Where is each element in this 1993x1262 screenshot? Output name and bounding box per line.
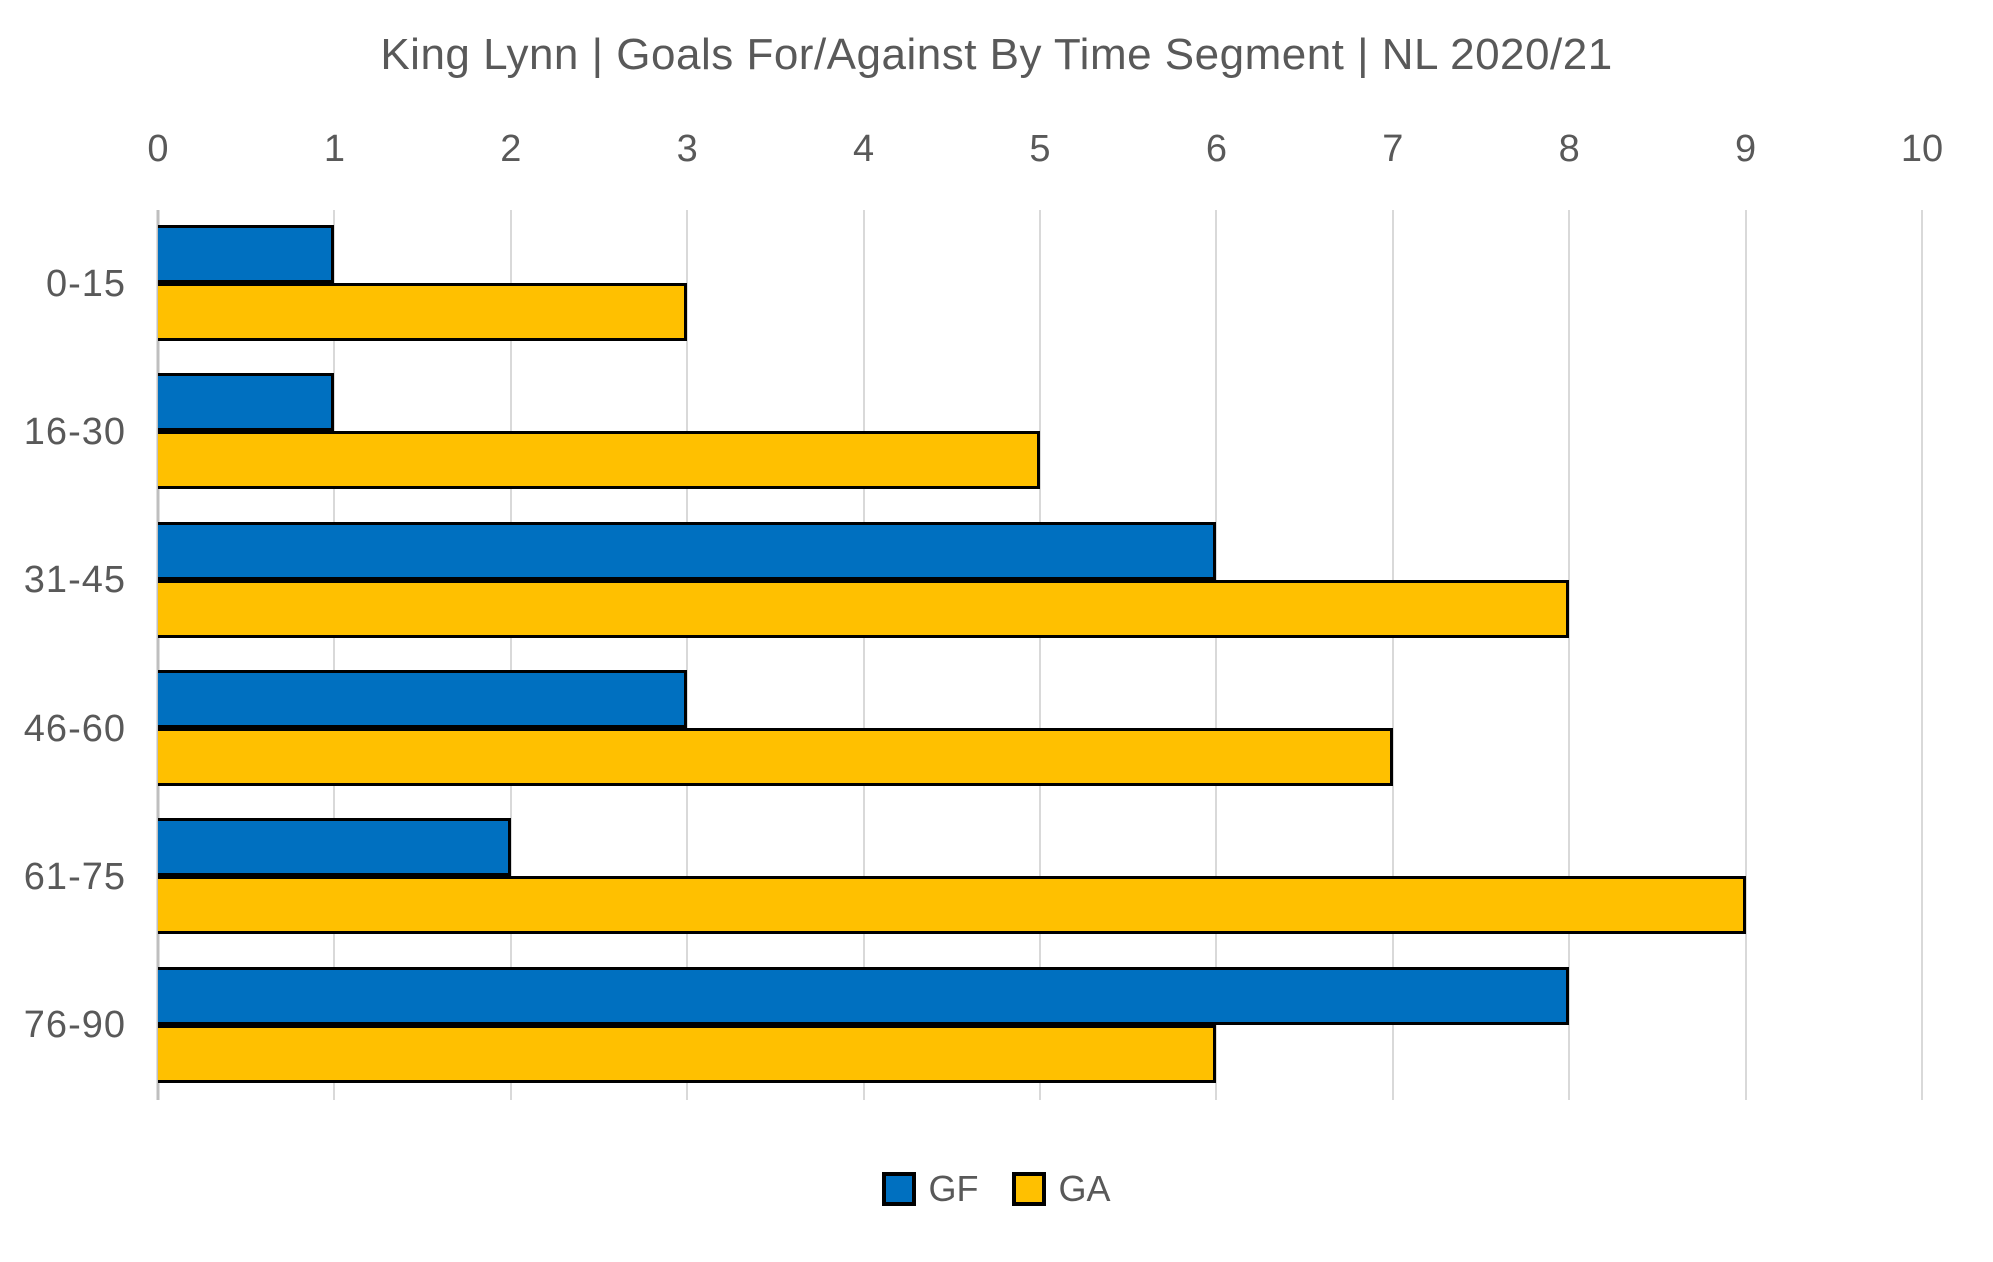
plot-area: [156, 210, 1923, 1100]
legend-item-ga: GA: [1012, 1168, 1111, 1210]
bar-group-31-45: [158, 507, 1922, 655]
gridline-10: [1921, 210, 1923, 1100]
x-tick-label-10: 10: [1900, 128, 1944, 170]
bar-ga-46-60: [158, 728, 1393, 786]
x-tick-label-4: 4: [853, 128, 875, 170]
legend-item-gf: GF: [882, 1168, 978, 1210]
y-axis-line: [156, 210, 160, 1100]
bar-group-0-15: [158, 210, 1922, 358]
bar-gf-76-90: [158, 966, 1570, 1025]
gridline-7: [1391, 210, 1394, 1100]
chart-title: King Lynn | Goals For/Against By Time Se…: [380, 30, 1613, 79]
x-tick-label-1: 1: [323, 128, 345, 170]
x-tick-label-6: 6: [1205, 128, 1227, 170]
bar-ga-31-45: [158, 579, 1570, 638]
x-tick-label-2: 2: [500, 128, 522, 170]
bar-group-76-90: [158, 952, 1922, 1100]
bar-ga-0-15: [158, 283, 688, 341]
bar-gf-46-60: [158, 670, 688, 728]
bar-ga-16-30: [158, 431, 1040, 490]
bar-group-46-60: [158, 655, 1922, 803]
x-tick-label-9: 9: [1735, 128, 1757, 170]
x-tick-label-3: 3: [676, 128, 698, 170]
x-axis-ticks: 0 1 2 3 4 5 6 7 8 9 10: [147, 128, 1943, 176]
legend-label-ga: GA: [1058, 1168, 1111, 1209]
bar-gf-16-30: [158, 373, 335, 432]
legend: GF GA: [0, 1168, 1993, 1210]
legend-swatch-gf: [882, 1172, 917, 1206]
category-label-31-45: 31-45: [23, 559, 126, 602]
category-label-61-75: 61-75: [23, 855, 126, 898]
x-tick-label-7: 7: [1382, 128, 1404, 170]
bar-gf-0-15: [158, 225, 335, 283]
gridline-5: [1039, 210, 1041, 1100]
category-label-0-15: 0-15: [45, 262, 126, 305]
gridline-2: [509, 210, 512, 1100]
category-label-16-30: 16-30: [23, 410, 126, 453]
legend-label-gf: GF: [928, 1168, 979, 1209]
gridline-1: [333, 210, 336, 1100]
y-axis-category-labels: 0-15 16-30 31-45 46-60 61-75 76-90: [0, 210, 126, 1100]
x-tick-label-5: 5: [1029, 128, 1051, 170]
gridline-8: [1568, 210, 1571, 1100]
bar-gf-31-45: [158, 521, 1217, 580]
gridline-6: [1215, 210, 1218, 1100]
x-tick-label-0: 0: [147, 128, 169, 170]
legend-swatch-ga: [1012, 1172, 1047, 1206]
bar-group-61-75: [158, 803, 1922, 951]
gridline-9: [1744, 210, 1747, 1100]
category-label-76-90: 76-90: [23, 1004, 126, 1047]
gridline-3: [686, 210, 689, 1100]
gridline-4: [862, 210, 865, 1100]
category-label-46-60: 46-60: [23, 707, 126, 750]
x-tick-label-8: 8: [1558, 128, 1580, 170]
bar-group-16-30: [158, 358, 1922, 506]
bar-ga-61-75: [158, 876, 1746, 935]
bar-ga-76-90: [158, 1024, 1217, 1083]
bar-gf-61-75: [158, 818, 511, 877]
